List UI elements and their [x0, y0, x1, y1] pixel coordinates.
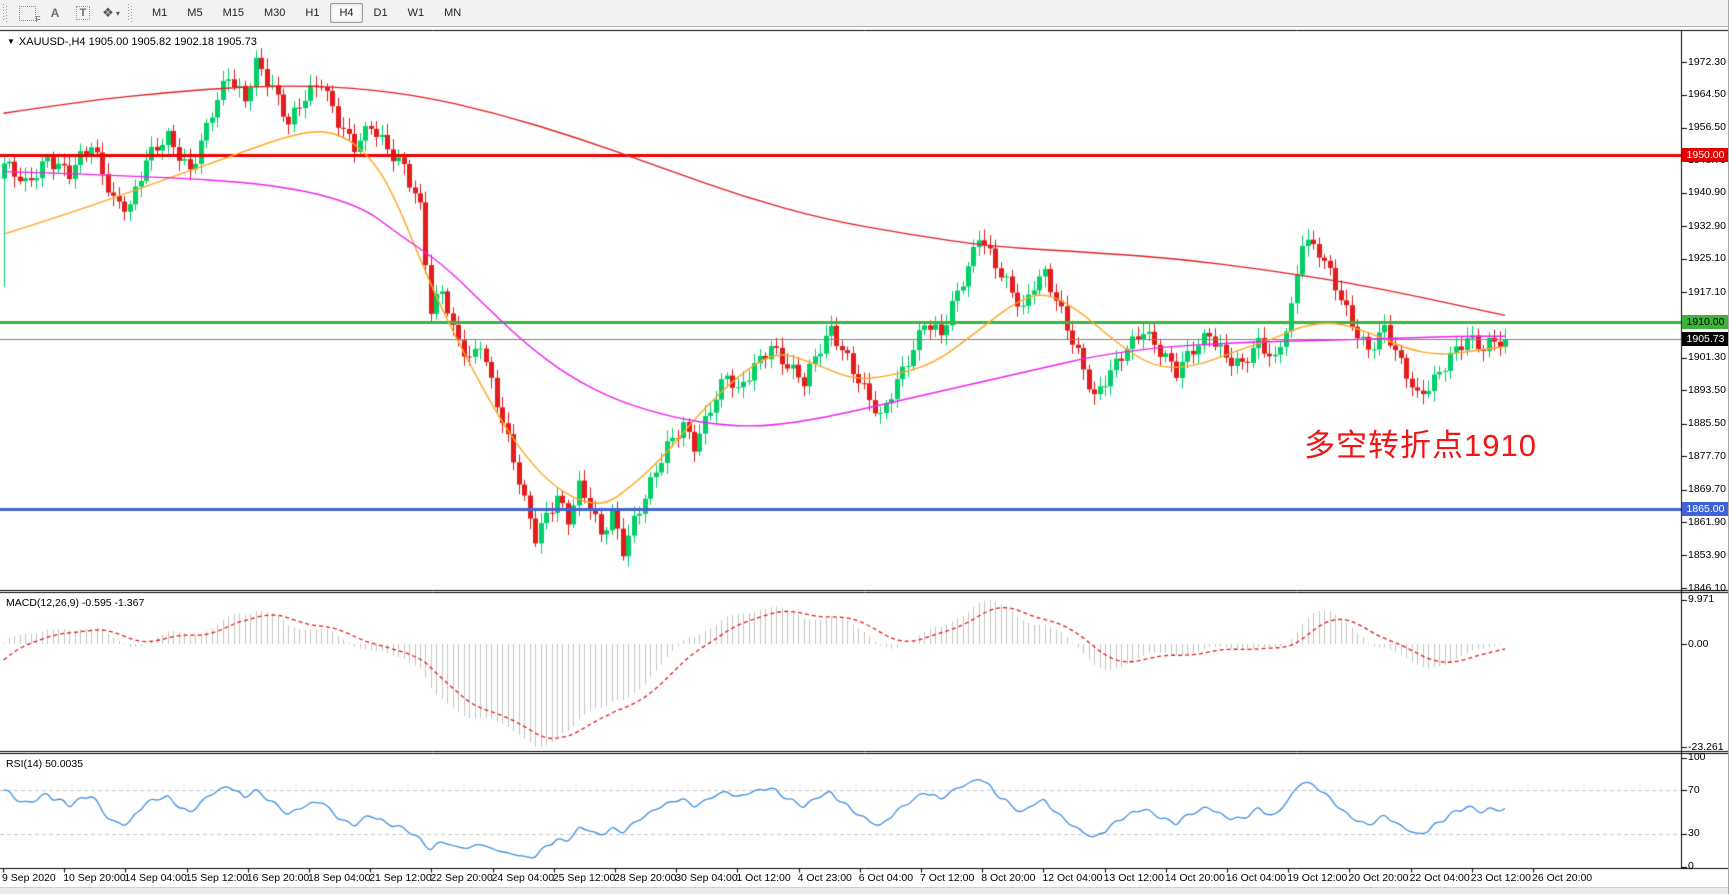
- rsi-scale-label: 0: [1688, 860, 1694, 872]
- timeframe-w1[interactable]: W1: [407, 7, 425, 19]
- rsi-label: RSI(14) 50.0035: [6, 758, 84, 770]
- timeframe-h4[interactable]: H4: [330, 3, 363, 23]
- cursor-mode-icon[interactable]: ❖ ▾: [102, 5, 120, 20]
- grid-f-icon[interactable]: F: [15, 3, 41, 24]
- price-scale-label: 1877.70: [1688, 449, 1726, 462]
- timeframe-m5[interactable]: M5: [187, 7, 203, 19]
- time-axis-label: 21 Sep 12:00: [369, 872, 432, 884]
- time-axis-label: 28 Sep 20:00: [614, 872, 677, 884]
- time-axis-label: 6 Oct 04:00: [858, 872, 914, 884]
- time-axis-label: 22 Sep 20:00: [430, 872, 493, 884]
- price-scale-label: 1853.90: [1688, 548, 1726, 561]
- grid-f-letter: F: [35, 14, 41, 24]
- time-axis-label: 10 Sep 20:00: [63, 872, 126, 884]
- dropdown-arrow-icon[interactable]: ▾: [115, 8, 120, 18]
- price-scale-label: 1885.50: [1688, 417, 1726, 430]
- time-axis-label: 13 Oct 12:00: [1103, 872, 1164, 884]
- time-axis-label: 15 Sep 12:00: [185, 872, 249, 884]
- time-axis-label: 20 Oct 20:00: [1348, 872, 1409, 884]
- price-scale-label: 1972.30: [1688, 55, 1726, 68]
- annotation-text[interactable]: 多空转折点1910: [1304, 428, 1537, 463]
- macd-scale-label: 9.971: [1688, 593, 1715, 606]
- timeframe-h1[interactable]: H1: [305, 7, 320, 19]
- toolbar: F A T ❖ ▾ M1 M5 M15 M30 H1 H4 D1 W1 MN: [0, 0, 1728, 27]
- time-axis-label: 24 Sep 04:00: [491, 872, 555, 884]
- time-axis-label: 9 Sep 2020: [2, 872, 56, 884]
- price-scale-label: 1964.50: [1688, 88, 1726, 100]
- time-axis-label: 22 Oct 04:00: [1409, 872, 1470, 884]
- price-scale-label: 1893.50: [1688, 383, 1726, 396]
- time-axis-label: 26 Oct 20:00: [1532, 872, 1593, 884]
- collapse-arrow-icon[interactable]: ▼: [7, 37, 15, 46]
- time-axis-label: 12 Oct 04:00: [1042, 872, 1103, 884]
- rsi-scale-label: 30: [1688, 827, 1700, 840]
- toolbar-grip[interactable]: [3, 4, 8, 22]
- toolbar-grip-2[interactable]: [128, 4, 133, 22]
- time-axis-label: 7 Oct 12:00: [920, 872, 975, 884]
- time-axis-label: 14 Sep 04:00: [124, 872, 187, 884]
- rsi-scale-label: 70: [1688, 783, 1700, 796]
- time-axis-label: 16 Oct 04:00: [1226, 872, 1287, 884]
- rsi-scale-label: 100: [1688, 751, 1706, 763]
- time-axis-label: 1 Oct 12:00: [736, 872, 791, 884]
- macd-scale-label: -23.261: [1688, 740, 1724, 753]
- price-scale-label: 1925.10: [1688, 252, 1726, 265]
- macd-label: MACD(12,26,9) -0.595 -1.367: [6, 597, 145, 609]
- timeframe-m30[interactable]: M30: [263, 7, 286, 19]
- price-scale-label: 1846.10: [1688, 581, 1726, 594]
- price-scale-label: 1869.70: [1688, 483, 1726, 496]
- timeframe-mn[interactable]: MN: [444, 7, 462, 19]
- macd-scale-label: 0.00: [1688, 637, 1709, 650]
- timeframe-m1[interactable]: M1: [152, 7, 168, 19]
- price-scale-label: 1901.30: [1688, 351, 1726, 364]
- time-axis-label: 25 Sep 12:00: [552, 872, 616, 884]
- timeframe-group: M1 M5 M15 M30 H1 H4 D1 W1 MN: [142, 3, 471, 23]
- text-label-icon[interactable]: A: [50, 6, 60, 20]
- timeframe-m15[interactable]: M15: [222, 7, 244, 19]
- level-badge: 1950.00: [1682, 147, 1728, 162]
- timeframe-d1[interactable]: D1: [373, 7, 388, 19]
- chart-title-text: XAUUSD-,H4 1905.00 1905.82 1902.18 1905.…: [18, 36, 257, 48]
- text-box-icon[interactable]: T: [71, 3, 95, 23]
- price-scale-label: 1940.90: [1688, 186, 1726, 199]
- level-badge: 1865.00: [1682, 502, 1728, 517]
- time-axis-label: 16 Sep 20:00: [246, 872, 310, 884]
- price-scale-label: 1932.90: [1688, 219, 1726, 232]
- time-axis-label: 8 Oct 20:00: [981, 872, 1036, 884]
- price-scale-label: 1956.50: [1688, 121, 1726, 134]
- price-scale-label: 1917.10: [1688, 285, 1726, 298]
- time-axis-label: 4 Oct 23:00: [797, 872, 852, 884]
- status-bar: [0, 887, 1728, 894]
- time-axis-label: 30 Sep 04:00: [675, 872, 738, 884]
- level-badge: 1910.00: [1682, 314, 1728, 329]
- time-axis-label: 23 Oct 12:00: [1470, 872, 1531, 884]
- price-scale-label: 1861.90: [1688, 515, 1726, 528]
- time-axis-label: 18 Sep 04:00: [308, 872, 371, 884]
- chart-title: ▼ XAUUSD-,H4 1905.00 1905.82 1902.18 1905…: [7, 36, 257, 48]
- current-price-badge: 1905.73: [1682, 332, 1728, 347]
- time-axis-label: 14 Oct 20:00: [1164, 872, 1225, 884]
- time-axis-label: 19 Oct 12:00: [1287, 872, 1348, 884]
